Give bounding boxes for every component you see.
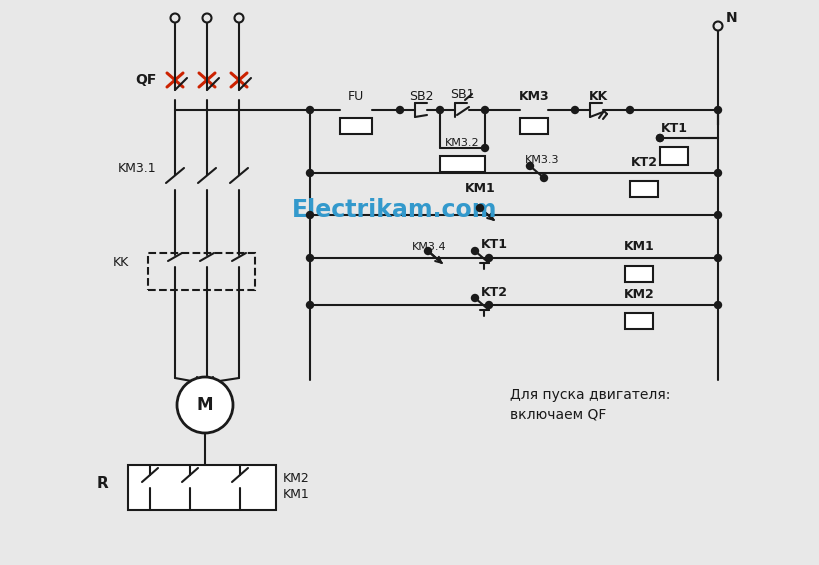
Circle shape: [572, 106, 578, 114]
Text: KK: KK: [588, 90, 608, 103]
Circle shape: [714, 254, 722, 262]
Circle shape: [306, 106, 314, 114]
Bar: [128, 465, 276, 510]
Circle shape: [234, 14, 243, 23]
Circle shape: [482, 145, 488, 151]
Text: KT2: KT2: [631, 155, 658, 168]
Text: KM1: KM1: [623, 241, 654, 254]
Text: KM3: KM3: [518, 90, 550, 103]
Text: N: N: [726, 11, 738, 25]
Text: KM1: KM1: [283, 488, 310, 501]
Circle shape: [713, 21, 722, 31]
Circle shape: [486, 302, 492, 308]
Circle shape: [437, 106, 444, 114]
Bar: [630, 181, 658, 197]
Circle shape: [472, 247, 478, 254]
Circle shape: [486, 254, 492, 262]
Circle shape: [657, 134, 663, 141]
Text: R: R: [97, 476, 109, 490]
Circle shape: [714, 170, 722, 176]
Circle shape: [202, 14, 211, 23]
Text: KT1: KT1: [481, 238, 508, 251]
Bar: [660, 147, 688, 165]
Bar: [148, 253, 255, 290]
Circle shape: [306, 254, 314, 262]
Text: KM3.2: KM3.2: [445, 138, 479, 148]
Circle shape: [424, 247, 432, 254]
Circle shape: [657, 134, 663, 141]
Text: KM3.1: KM3.1: [118, 162, 156, 175]
Text: Для пуска двигателя:: Для пуска двигателя:: [510, 388, 671, 402]
Circle shape: [482, 106, 488, 114]
Bar: [625, 313, 653, 329]
Bar: [520, 118, 548, 134]
Text: QF: QF: [135, 73, 156, 87]
Circle shape: [714, 302, 722, 308]
Circle shape: [170, 14, 179, 23]
Circle shape: [472, 294, 478, 302]
Bar: [340, 118, 372, 134]
Text: KM2: KM2: [623, 288, 654, 301]
Circle shape: [177, 377, 233, 433]
Circle shape: [306, 211, 314, 219]
Circle shape: [477, 205, 483, 211]
Circle shape: [627, 106, 634, 114]
Circle shape: [306, 302, 314, 308]
Text: KT2: KT2: [481, 285, 508, 298]
Circle shape: [527, 163, 533, 170]
Bar: [625, 266, 653, 282]
Text: KK: KK: [113, 255, 129, 268]
Text: KM3.4: KM3.4: [412, 242, 446, 252]
Text: SB2: SB2: [409, 89, 433, 102]
Circle shape: [714, 211, 722, 219]
Bar: [440, 156, 485, 172]
Text: M: M: [197, 396, 213, 414]
Circle shape: [714, 106, 722, 114]
Circle shape: [541, 175, 547, 181]
Circle shape: [306, 170, 314, 176]
Text: KM1: KM1: [464, 181, 495, 194]
Text: включаем QF: включаем QF: [510, 408, 606, 422]
Text: KT1: KT1: [660, 121, 687, 134]
Text: KM2: KM2: [283, 472, 310, 485]
Text: Electrikam.com: Electrikam.com: [292, 198, 498, 222]
Circle shape: [396, 106, 404, 114]
Text: KM3.3: KM3.3: [525, 155, 559, 165]
Text: SB1: SB1: [450, 89, 474, 102]
Text: FU: FU: [348, 90, 364, 103]
